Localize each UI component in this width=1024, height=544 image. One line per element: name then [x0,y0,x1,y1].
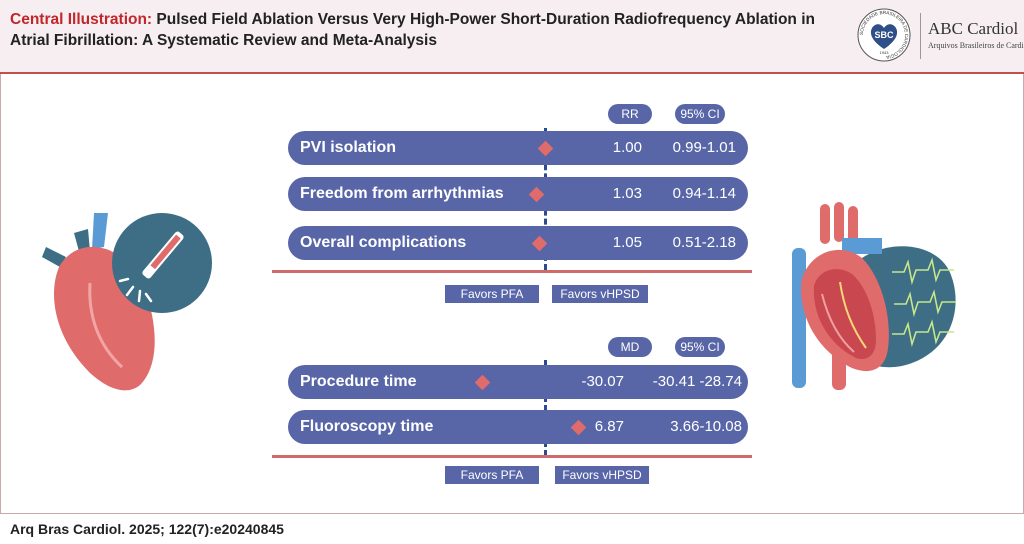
panel2-row: Fluoroscopy time 6.87 3.66-10.08 [288,410,748,444]
panel1-row-ci: 0.94-1.14 [672,185,736,202]
panel1-measure-header: RR [608,104,652,124]
panel1-row: Freedom from arrhythmias 1.03 0.94-1.14 [288,177,748,211]
footer: Arq Bras Cardiol. 2025; 122(7):e20240845 [0,513,1024,544]
panel1-row-value: 1.03 [612,185,642,202]
panel2-row-label: Fluoroscopy time [300,418,434,435]
logo-divider [920,13,921,59]
journal-name: ABC Cardiol [928,19,1019,38]
badge-text: SBC [874,30,894,40]
panel2-null-line [544,360,547,456]
panel2-separator [272,455,752,458]
panel1-row: Overall complications 1.05 0.51-2.18 [288,226,748,260]
panel1-row-ci: 0.51-2.18 [672,234,736,251]
panel1-row-value: 1.00 [612,139,642,156]
panel1-row-label: PVI isolation [300,139,397,156]
page-title: Central Illustration: Pulsed Field Ablat… [10,9,830,51]
panel1-row-value: 1.05 [612,234,642,251]
panel1-favors-left: Favors PFA [445,285,539,303]
panel2-ci-header: 95% CI [675,337,725,357]
panel2-row-value: 6.87 [594,418,624,435]
panel1-ci-header: 95% CI [675,104,725,124]
badge-year: 1943 [880,50,890,55]
panel2-favors-right: Favors vHPSD [555,466,649,484]
title-lead: Central Illustration: [10,11,153,28]
panel2-row: Procedure time -30.07 -30.41 -28.74 [288,365,748,399]
journal-subtitle: Arquivos Brasileiros de Cardiologia [928,41,1024,50]
panel1-row: PVI isolation 1.00 0.99-1.01 [288,131,748,165]
panel2-row-ci: -30.41 -28.74 [652,373,742,390]
panel2-row-ci: 3.66-10.08 [670,418,742,435]
sbc-badge-icon: SOCIEDADE BRASILEIRA DE CARDIOLOGIA SBC … [857,8,911,62]
heart-cross-section-with-ecg-icon [792,202,956,390]
citation: Arq Bras Cardiol. 2025; 122(7):e20240845 [10,521,284,537]
journal-logo: SOCIEDADE BRASILEIRA DE CARDIOLOGIA SBC … [856,7,1024,67]
panel2-row-label: Procedure time [300,373,417,390]
panel1-row-label: Freedom from arrhythmias [300,185,504,202]
panel2-row-value: -30.07 [581,373,624,390]
title-text: Pulsed Field Ablation Versus Very High-P… [10,11,815,49]
heart-with-ablation-catheter-icon [42,213,212,391]
panel1-separator [272,270,752,273]
panel1-row-label: Overall complications [300,234,467,251]
panel1-row-ci: 0.99-1.01 [672,139,736,156]
panel2-favors-left: Favors PFA [445,466,539,484]
header: Central Illustration: Pulsed Field Ablat… [0,0,1024,74]
panel2-measure-header: MD [608,337,652,357]
panel1-favors-right: Favors vHPSD [552,285,648,303]
